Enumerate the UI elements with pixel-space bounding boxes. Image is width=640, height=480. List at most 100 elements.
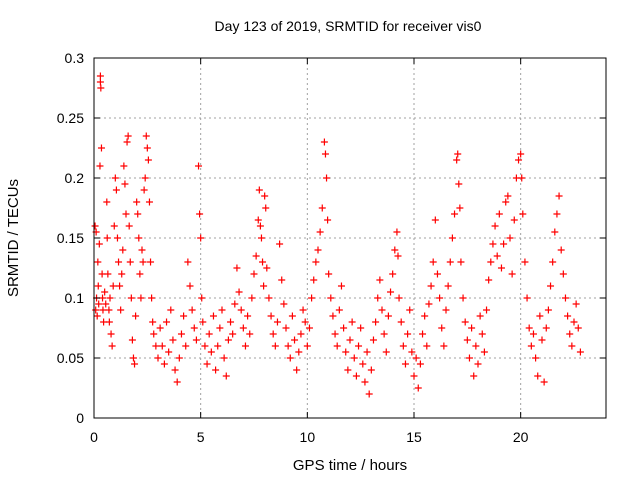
data-point [461, 318, 469, 326]
data-point [269, 330, 277, 338]
data-point [521, 258, 529, 266]
data-point [262, 204, 270, 212]
data-point [129, 354, 137, 362]
data-point [382, 348, 390, 356]
data-point [515, 156, 523, 164]
data-point [487, 258, 495, 266]
data-point [331, 330, 339, 338]
data-point [451, 210, 459, 218]
data-point [446, 258, 454, 266]
data-point [518, 174, 526, 182]
data-point [97, 144, 105, 152]
data-point [169, 336, 177, 344]
data-point [465, 354, 473, 362]
y-tick-label: 0.2 [65, 170, 85, 186]
data-point [182, 342, 190, 350]
data-point [186, 282, 194, 290]
data-point [154, 354, 162, 362]
data-point [109, 282, 117, 290]
data-point [167, 306, 175, 314]
data-point [532, 354, 540, 362]
data-point [198, 294, 206, 302]
data-point [455, 180, 463, 188]
data-point [303, 342, 311, 350]
data-point [156, 324, 164, 332]
data-point [576, 348, 584, 356]
data-point [355, 342, 363, 350]
data-point [244, 312, 252, 320]
data-point [414, 384, 422, 392]
data-point [256, 222, 264, 230]
data-point [173, 378, 181, 386]
data-point [427, 282, 435, 290]
data-point [152, 342, 160, 350]
data-point [248, 294, 256, 302]
data-point [222, 372, 230, 380]
data-point [94, 258, 102, 266]
data-point [387, 288, 395, 296]
data-point [493, 252, 501, 260]
data-point [551, 228, 559, 236]
data-point [101, 288, 109, 296]
data-point [254, 216, 262, 224]
data-point [107, 330, 115, 338]
data-point [510, 216, 518, 224]
data-point [438, 324, 446, 332]
data-point [527, 342, 535, 350]
data-point [99, 306, 107, 314]
data-point [199, 318, 207, 326]
data-point [468, 324, 476, 332]
x-tick-label: 10 [300, 429, 316, 445]
data-point [104, 270, 112, 278]
data-point [553, 210, 561, 218]
data-point [508, 270, 516, 278]
data-point [188, 306, 196, 314]
data-point [359, 360, 367, 368]
data-point [96, 72, 104, 80]
data-point [321, 150, 329, 158]
data-point [231, 300, 239, 308]
data-point [141, 174, 149, 182]
data-point [476, 312, 484, 320]
data-points [91, 72, 584, 398]
data-point [429, 258, 437, 266]
data-point [94, 282, 102, 290]
data-point [261, 192, 269, 200]
data-point [431, 216, 439, 224]
data-point [574, 324, 582, 332]
data-point [480, 348, 488, 356]
data-point [131, 360, 139, 368]
y-tick-label: 0.1 [65, 290, 85, 306]
data-point [559, 270, 567, 278]
data-point [165, 348, 173, 356]
data-point [220, 354, 228, 362]
data-point [97, 84, 105, 92]
data-point [470, 372, 478, 380]
y-tick-label: 0 [76, 410, 84, 426]
data-point [538, 336, 546, 344]
data-point [542, 324, 550, 332]
data-point [393, 228, 401, 236]
data-point [361, 378, 369, 386]
data-point [301, 318, 309, 326]
data-point [117, 306, 125, 314]
data-point [267, 312, 275, 320]
data-point [440, 342, 448, 350]
data-point [201, 342, 209, 350]
data-point [212, 366, 220, 374]
data-point [259, 258, 267, 266]
data-point [472, 342, 480, 350]
data-point [229, 330, 237, 338]
data-point [478, 330, 486, 338]
data-point [144, 156, 152, 164]
data-point [421, 312, 429, 320]
data-point [125, 222, 133, 230]
y-tick-label: 0.3 [65, 50, 85, 66]
data-point [423, 342, 431, 350]
data-point [218, 306, 226, 314]
data-point [495, 210, 503, 218]
data-point [504, 192, 512, 200]
data-point [96, 162, 104, 170]
data-point [163, 318, 171, 326]
data-point [372, 318, 380, 326]
